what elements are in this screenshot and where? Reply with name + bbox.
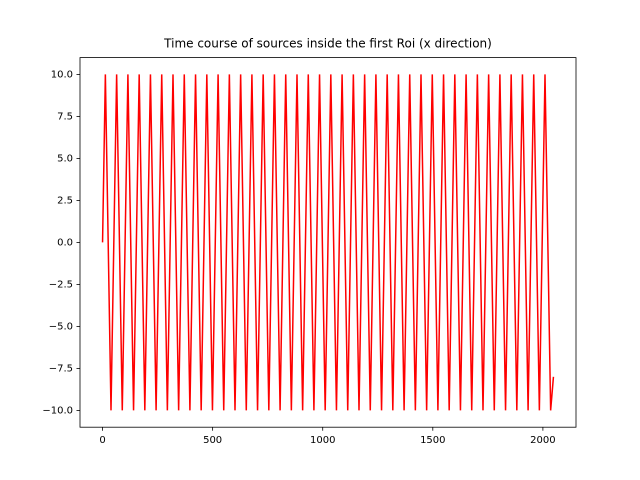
x-tick-label: 500 [203,435,222,446]
data-line [101,74,555,411]
y-tick-label: −5.0 [49,321,73,332]
y-tick-label: 2.5 [57,195,73,206]
y-tick-label: −10.0 [42,405,73,416]
x-tick-label: 0 [99,435,105,446]
x-tick-label: 2000 [530,435,555,446]
y-tick-label: 0.0 [57,237,73,248]
y-tick-label: 10.0 [51,69,73,80]
x-tick-label: 1000 [310,435,335,446]
y-tick-label: −7.5 [49,363,73,374]
plot-frame [79,57,577,428]
y-tick-label: 7.5 [57,111,73,122]
chart-title: Time course of sources inside the first … [163,37,492,51]
y-tick-label: 5.0 [57,153,73,164]
y-tick-label: −2.5 [49,279,73,290]
x-tick-label: 1500 [420,435,445,446]
